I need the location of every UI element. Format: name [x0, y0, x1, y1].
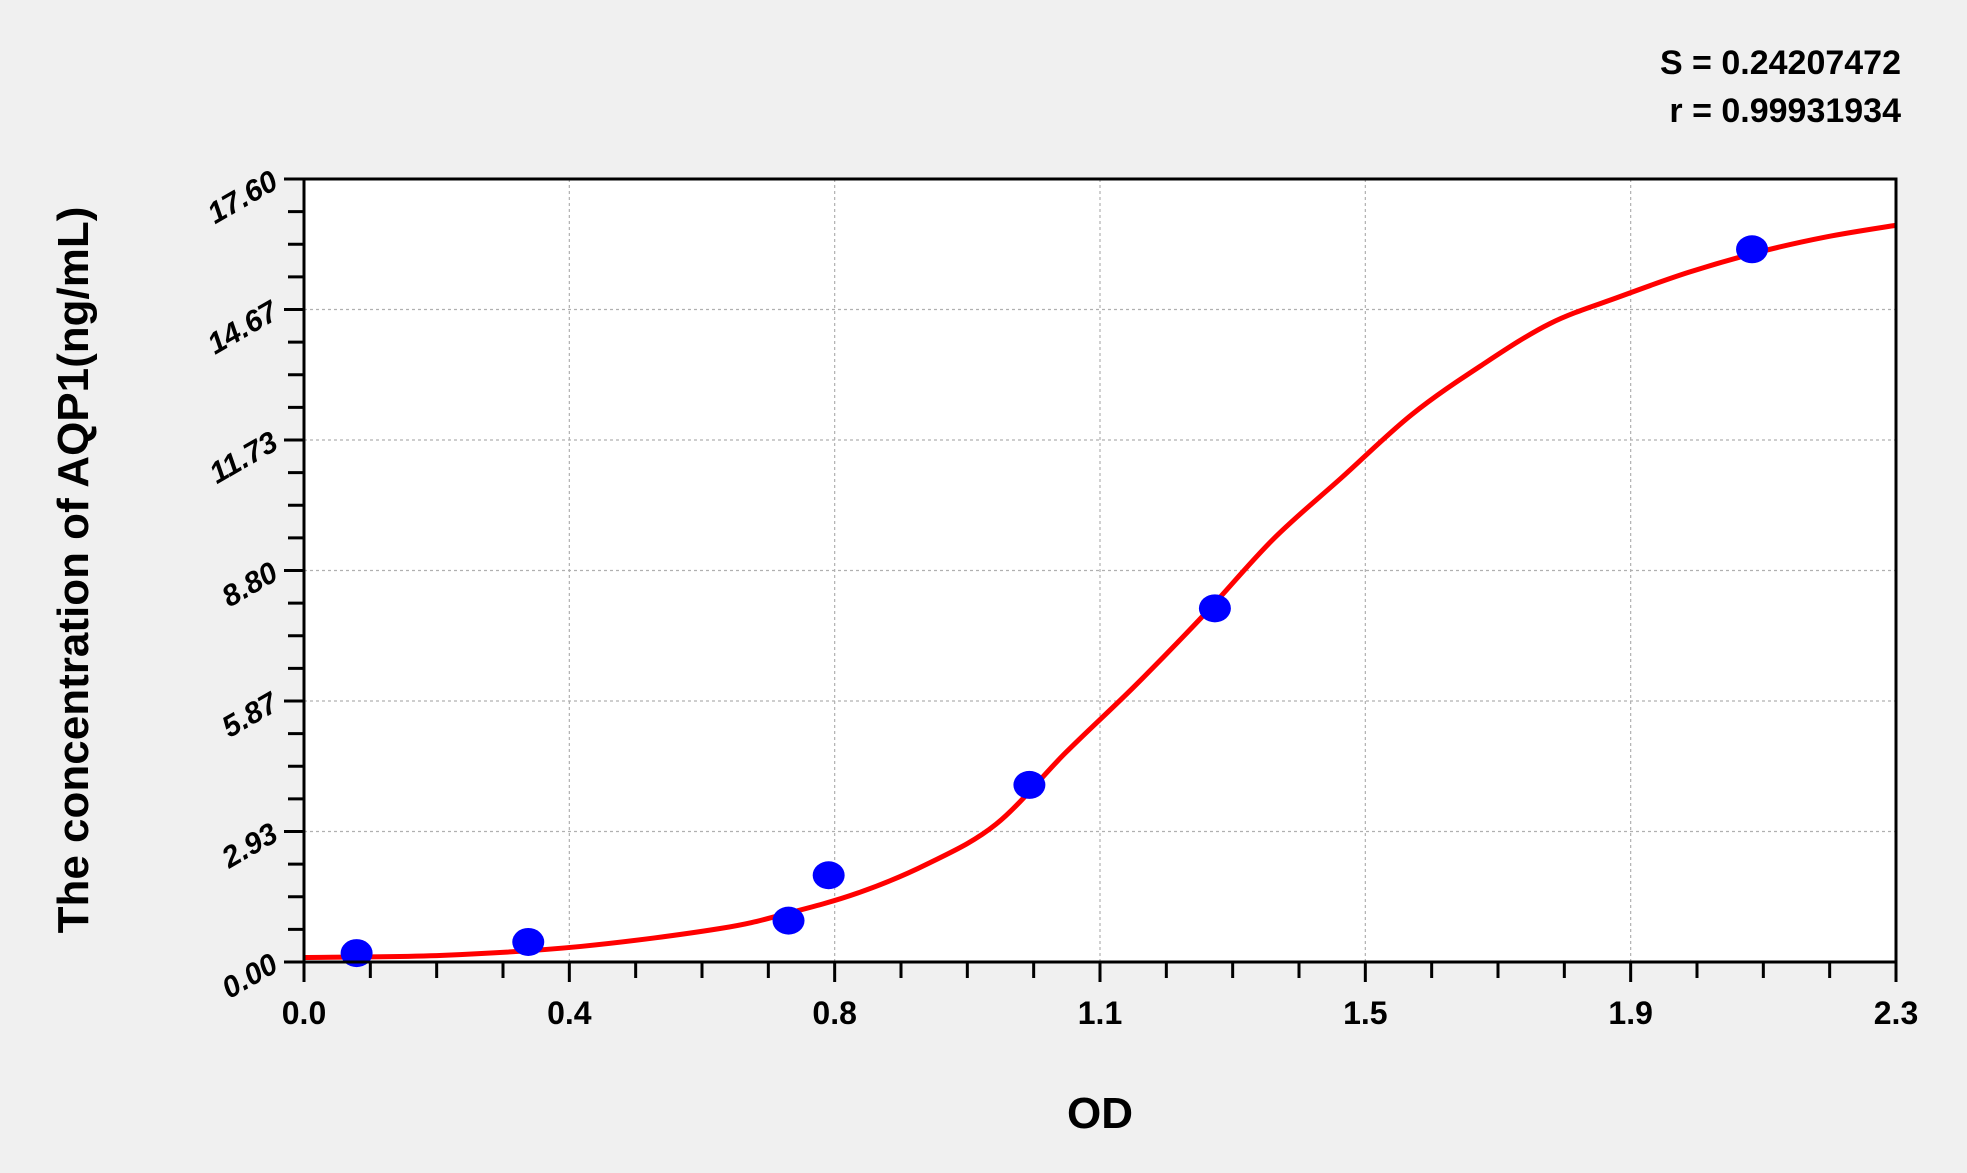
x-tick-label: 0.4: [547, 995, 592, 1031]
data-point: [512, 927, 545, 956]
x-tick-label: 1.1: [1078, 995, 1122, 1031]
data-point: [1013, 770, 1046, 799]
fit-curve-group: [303, 222, 1897, 961]
y-tick-label: 17.60: [202, 164, 284, 230]
y-tick-label: 11.73: [204, 425, 284, 490]
x-tick-label: 1.5: [1343, 995, 1387, 1031]
ticks: [284, 177, 1898, 982]
y-axis-label: The concentration of AQP1(ng/mL): [49, 207, 98, 934]
data-point: [812, 861, 845, 890]
x-tick-label: 2.3: [1874, 995, 1918, 1031]
plot-frame: [302, 177, 1898, 964]
y-tick-label: 0.00: [216, 947, 283, 1005]
x-tick-label: 0.8: [812, 995, 856, 1031]
r-value-annotation: r = 0.99931934: [1669, 92, 1901, 130]
x-tick-label: 1.9: [1608, 995, 1652, 1031]
data-point: [772, 906, 805, 935]
grid: [304, 179, 1896, 962]
x-tick-label: 0.0: [282, 995, 326, 1031]
data-point: [1736, 235, 1769, 264]
x-axis-label: OD: [1067, 1089, 1133, 1138]
data-point: [340, 939, 373, 968]
y-tick-label: 8.80: [216, 556, 283, 614]
data-point: [1198, 594, 1231, 623]
data-points: [340, 235, 1769, 968]
y-tick-label: 5.87: [216, 686, 284, 744]
s-value-annotation: S = 0.24207472: [1659, 44, 1901, 82]
y-tick-label: 14.67: [202, 294, 285, 361]
y-tick-label: 2.93: [216, 817, 284, 875]
fit-curve: [303, 222, 1897, 961]
